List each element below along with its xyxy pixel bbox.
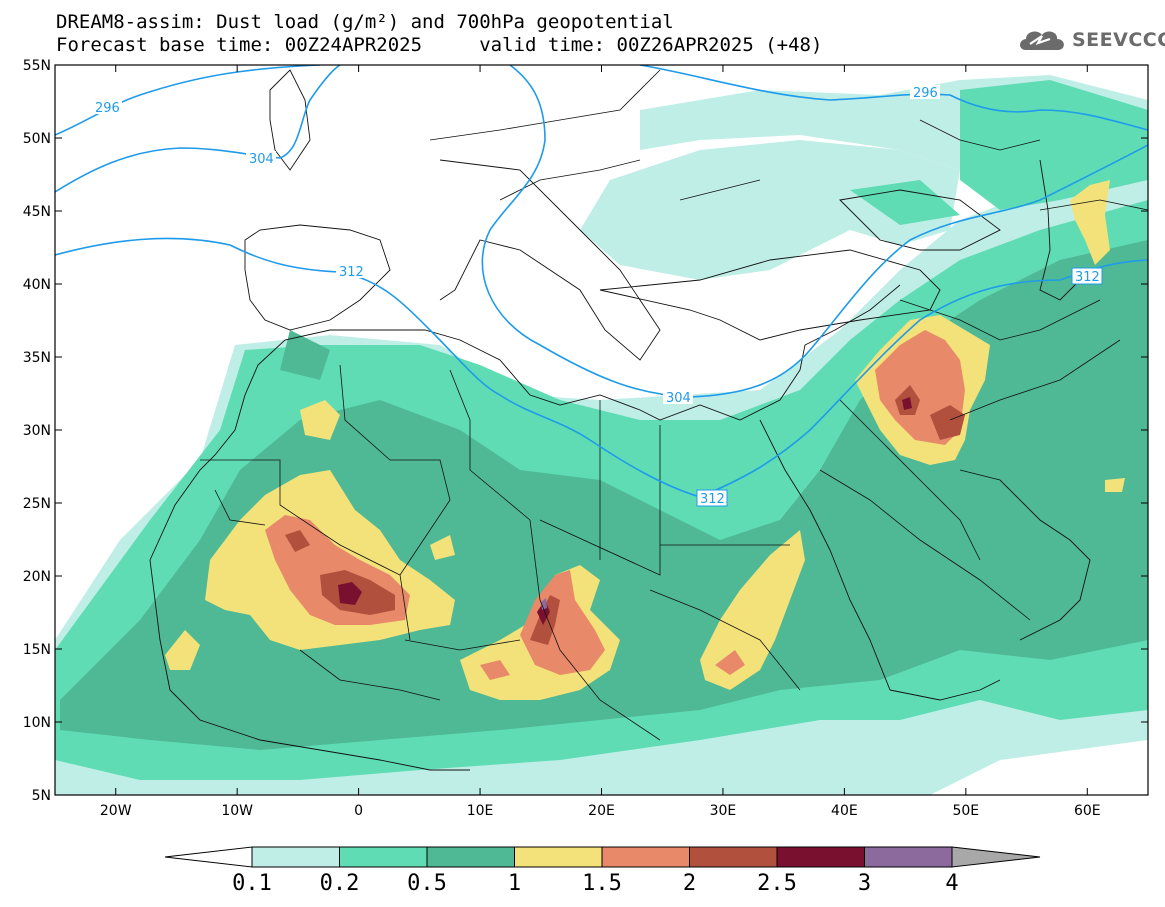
contour-labels: 296 304 312 312 304 312 296 [92, 85, 1103, 507]
lat-label: 10N [23, 715, 51, 731]
lat-label: 50N [23, 131, 51, 147]
svg-text:312: 312 [339, 265, 364, 280]
colorbar-swatch [776, 846, 865, 868]
svg-text:312: 312 [1075, 270, 1100, 285]
svg-text:304: 304 [666, 391, 691, 406]
lon-label: 0 [354, 803, 363, 819]
lon-label: 50E [952, 803, 979, 819]
lat-label: 45N [23, 204, 51, 220]
svg-text:296: 296 [95, 101, 120, 116]
country-borders [200, 69, 1148, 741]
contour-label: 304 [663, 390, 693, 406]
map-title-line2: Forecast base time: 00Z24APR2025 valid t… [56, 34, 823, 56]
colorbar-arrow-left [164, 846, 253, 868]
colorbar-swatch [864, 846, 953, 868]
colorbar-swatch [426, 846, 515, 868]
latitude-axis: 55N 50N 45N 40N 35N 30N 25N 20N 15N 10N 5N [23, 58, 1148, 804]
lat-label: 25N [23, 496, 51, 512]
lat-label: 55N [23, 58, 51, 74]
lon-label: 10W [221, 803, 253, 819]
colorbar-arrow-right [951, 846, 1041, 868]
svg-text:296: 296 [913, 86, 938, 101]
map-plot-area: 296 304 312 312 304 312 296 [55, 65, 1148, 795]
lat-label: 30N [23, 423, 51, 439]
colorbar-swatch [251, 846, 340, 868]
contour-label: 296 [910, 85, 940, 101]
lat-label: 35N [23, 350, 51, 366]
colorbar-swatch [339, 846, 428, 868]
colorbar: 0.1 0.2 0.5 1 1.5 2 2.5 3 4 [164, 846, 1041, 896]
colorbar-swatch [601, 846, 690, 868]
contour-label: 312 [336, 264, 366, 280]
svg-text:312: 312 [700, 492, 725, 507]
lon-label: 30E [710, 803, 737, 819]
colorbar-label: 2 [683, 871, 696, 896]
colorbar-swatch [689, 846, 778, 868]
contour-label: 312 [1071, 267, 1103, 285]
lon-label: 10E [467, 803, 494, 819]
lat-label: 20N [23, 569, 51, 585]
seevccc-logo: SEEVCCC [1016, 26, 1165, 54]
lon-label: 40E [831, 803, 858, 819]
contour-label: 296 [92, 100, 122, 116]
colorbar-label: 1 [508, 871, 521, 896]
colorbar-label: 3 [858, 871, 871, 896]
colorbar-label: 0.2 [320, 871, 360, 896]
longitude-axis: 20W 10W 0 10E 20E 30E 40E 50E 60E [100, 65, 1101, 819]
map-title-line1: DREAM8-assim: Dust load (g/m²) and 700hP… [56, 11, 674, 33]
lon-label: 60E [1074, 803, 1101, 819]
lat-label: 40N [23, 277, 51, 293]
logo-text: SEEVCCC [1072, 29, 1165, 51]
colorbar-label: 0.1 [232, 871, 272, 896]
colorbar-label: 0.5 [407, 871, 447, 896]
colorbar-label: 2.5 [757, 871, 797, 896]
lon-label: 20W [100, 803, 132, 819]
cloud-icon [1020, 31, 1064, 50]
lat-label: 15N [23, 642, 51, 658]
svg-text:304: 304 [249, 152, 274, 167]
colorbar-label: 4 [945, 871, 958, 896]
contour-label: 312 [696, 489, 728, 507]
lat-label: 5N [32, 788, 51, 804]
lon-label: 20E [588, 803, 615, 819]
colorbar-swatch [514, 846, 603, 868]
contour-label: 304 [246, 151, 276, 167]
colorbar-label: 1.5 [582, 871, 622, 896]
